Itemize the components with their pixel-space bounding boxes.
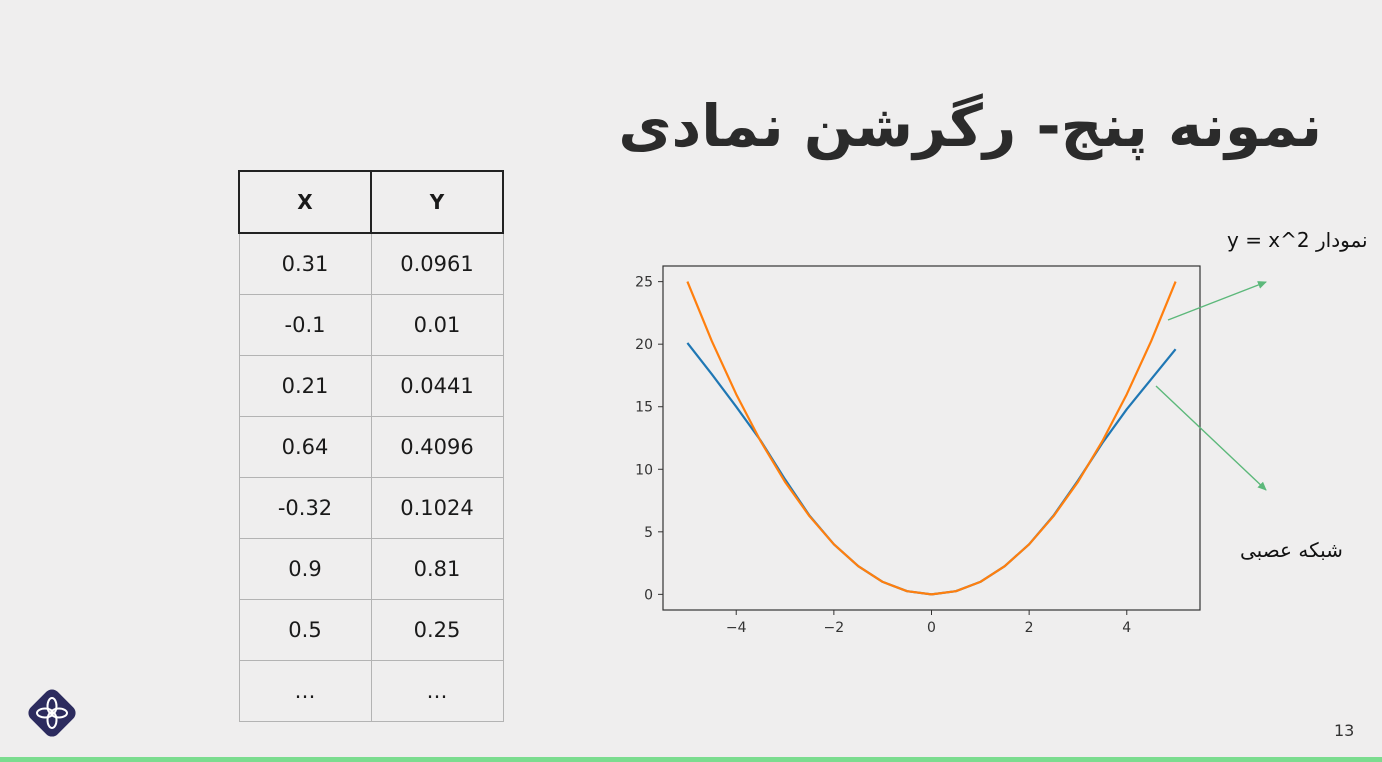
table-cell-x: -0.1 [238, 294, 372, 356]
table-cell-x: -0.32 [238, 477, 372, 539]
line-chart: −4 −2 0 2 4 0 5 10 15 20 25 [635, 265, 1201, 636]
y-tick-label: 25 [635, 275, 653, 291]
table-cell-y: 0.25 [370, 599, 504, 661]
y-axis: 0 5 10 15 20 25 [635, 275, 663, 603]
table-row: 0.21 0.0441 [238, 355, 504, 417]
table-cell-x: 0.31 [238, 232, 372, 295]
x-tick-label: 2 [1025, 620, 1034, 636]
y-tick-label: 20 [635, 337, 653, 353]
column-header-y: Y [370, 170, 504, 234]
annotation-parabola-label: y = x^2 نمودار [1227, 228, 1368, 252]
table-row: … … [238, 660, 504, 722]
table-row: -0.1 0.01 [238, 294, 504, 356]
y-tick-label: 10 [635, 462, 653, 478]
series-group [686, 281, 1177, 596]
bottom-accent-bar [0, 757, 1382, 762]
x-tick-label: −2 [824, 620, 845, 636]
x-tick-label: −4 [726, 620, 747, 636]
table-cell-x: … [238, 660, 372, 722]
slide-title: نمونه پنج- رگرشن نمادی [618, 92, 1322, 160]
table-cell-y: 0.81 [370, 538, 504, 600]
table-cell-y: 0.1024 [370, 477, 504, 539]
x-tick-label: 0 [927, 620, 936, 636]
annotation-network-label: شبکه عصبی [1240, 538, 1343, 562]
table-cell-y: 0.01 [370, 294, 504, 356]
table-cell-y: 0.4096 [370, 416, 504, 478]
plot-area [662, 265, 1201, 611]
series-line-2 [686, 281, 1177, 596]
data-table: X Y 0.31 0.0961 -0.1 0.01 0.21 0.0441 0.… [238, 170, 504, 722]
table-cell-x: 0.5 [238, 599, 372, 661]
table-row: 0.31 0.0961 [238, 232, 504, 295]
table-row: 0.64 0.4096 [238, 416, 504, 478]
y-tick-label: 0 [644, 587, 653, 603]
table-cell-y: 0.0961 [370, 232, 504, 295]
table-cell-x: 0.64 [238, 416, 372, 478]
table-row: -0.32 0.1024 [238, 477, 504, 539]
table-cell-x: 0.9 [238, 538, 372, 600]
table-row: 0.9 0.81 [238, 538, 504, 600]
table-row: 0.5 0.25 [238, 599, 504, 661]
table-cell-y: 0.0441 [370, 355, 504, 417]
table-header-row: X Y [238, 170, 504, 234]
table-cell-x: 0.21 [238, 355, 372, 417]
logo-icon [28, 689, 76, 737]
x-axis: −4 −2 0 2 4 [726, 610, 1131, 636]
table-cell-y: … [370, 660, 504, 722]
x-tick-label: 4 [1122, 620, 1131, 636]
y-tick-label: 5 [644, 525, 653, 541]
y-tick-label: 15 [635, 400, 653, 416]
column-header-x: X [238, 170, 372, 234]
page-number: 13 [1334, 721, 1355, 740]
